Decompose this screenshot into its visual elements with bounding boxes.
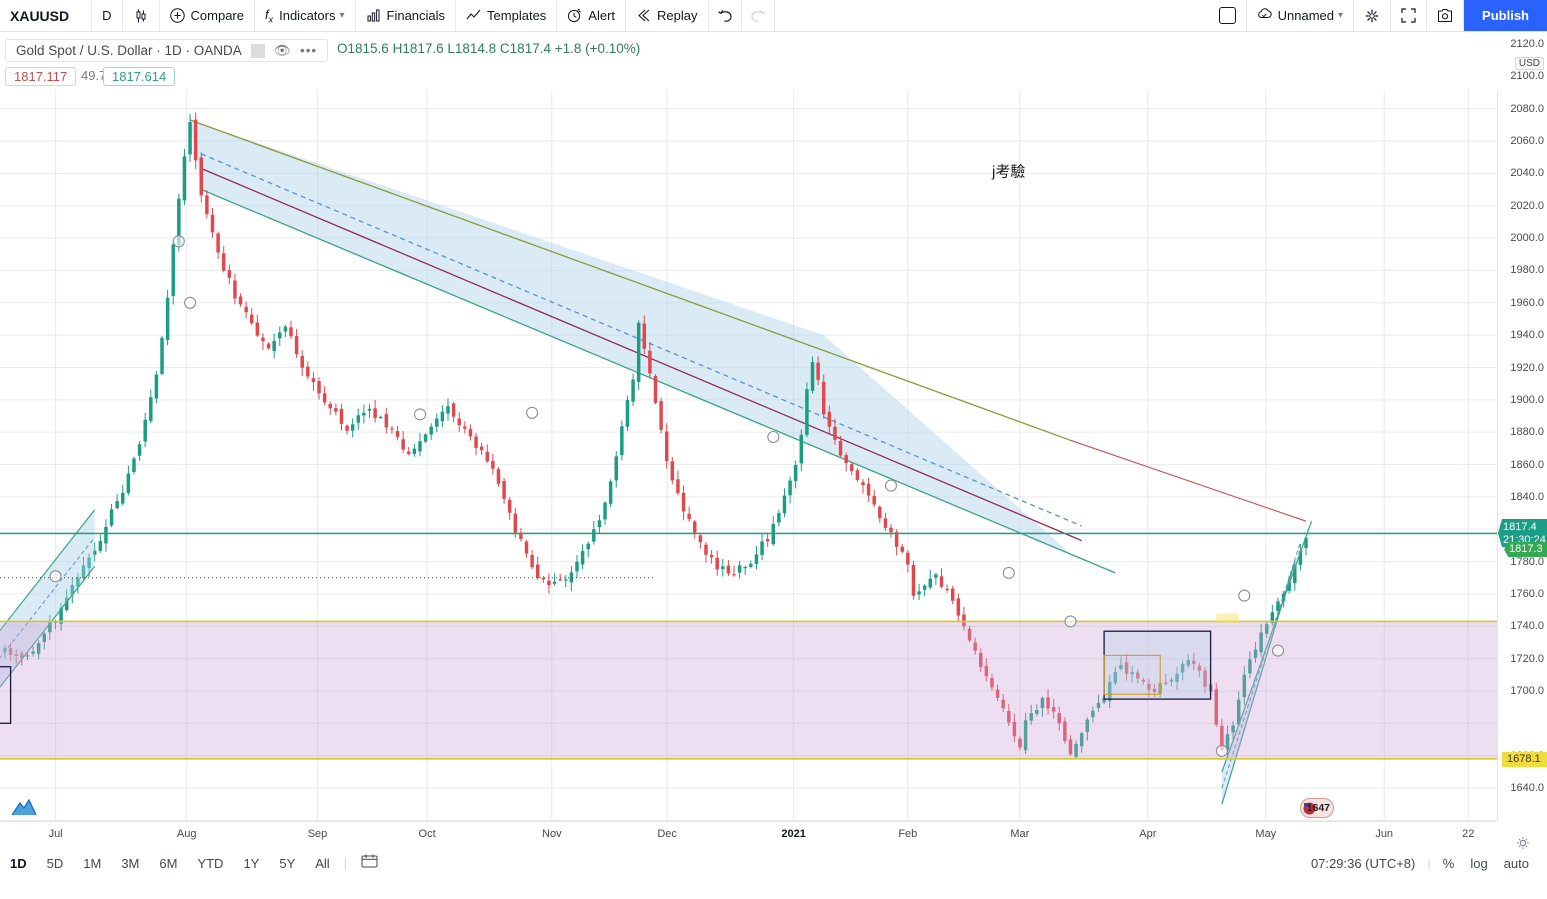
svg-text:j考驗: j考驗 [991,164,1025,181]
